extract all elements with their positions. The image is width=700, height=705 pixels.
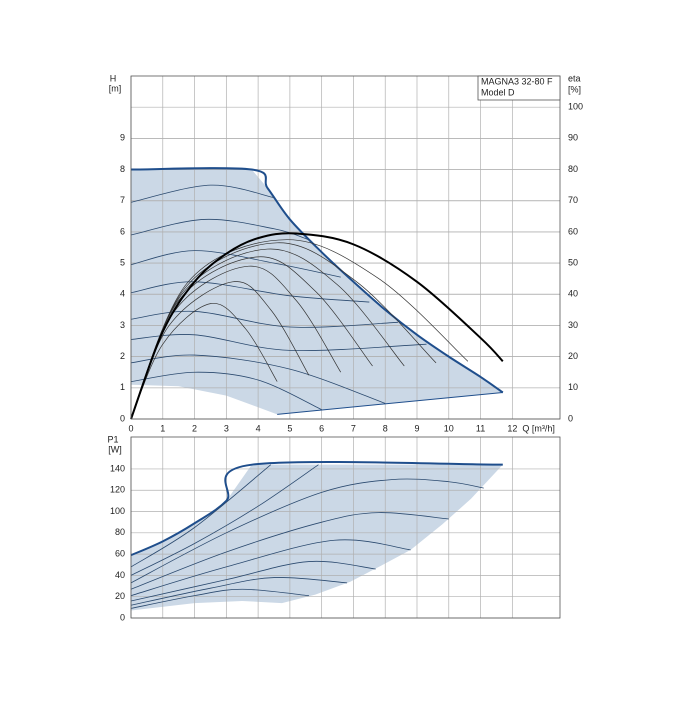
y2-axis-unit: [%] (568, 84, 581, 94)
curve (130, 250, 341, 278)
y-axis-unit: [m] (109, 83, 122, 93)
operating-region (131, 464, 503, 611)
curve (130, 184, 275, 203)
y-tick-label: 1 (120, 382, 125, 392)
legend-text: Model D (481, 87, 515, 97)
y2-tick-label: 50 (568, 257, 578, 267)
y-axis-label: H (110, 73, 117, 83)
y2-tick-label: 20 (568, 351, 578, 361)
y2-tick-label: 70 (568, 195, 578, 205)
curve (130, 577, 348, 606)
y-tick-label: 5 (120, 257, 125, 267)
y-tick-label: 80 (115, 527, 125, 537)
y-tick-label: 0 (120, 612, 125, 622)
curve (130, 478, 484, 584)
y-tick-label: 140 (110, 463, 125, 473)
x-tick-label: 0 (128, 423, 133, 433)
curve (130, 239, 469, 420)
y-axis-label: P1 (107, 434, 118, 444)
x-tick-label: 7 (351, 423, 356, 433)
curve (130, 512, 449, 590)
curve (130, 461, 503, 557)
curve (130, 354, 386, 404)
curve (130, 539, 411, 597)
y-tick-label: 6 (120, 226, 125, 236)
x-tick-label: 10 (444, 423, 454, 433)
x-tick-label: 4 (256, 423, 261, 433)
y-tick-label: 9 (120, 133, 125, 143)
y-tick-label: 120 (110, 485, 125, 495)
y2-tick-label: 10 (568, 382, 578, 392)
y-tick-label: 60 (115, 548, 125, 558)
curve (130, 464, 272, 568)
y-tick-label: 2 (120, 351, 125, 361)
y2-tick-label: 100 (568, 102, 583, 112)
x-tick-label: 12 (507, 423, 517, 433)
curve (130, 588, 309, 609)
y-tick-label: 4 (120, 289, 125, 299)
y2-tick-label: 90 (568, 133, 578, 143)
y2-tick-label: 0 (568, 413, 573, 423)
x-tick-label: 6 (319, 423, 324, 433)
y2-tick-label: 30 (568, 320, 578, 330)
legend-text: MAGNA3 32-80 F (481, 76, 553, 86)
operating-region (131, 169, 503, 415)
y2-tick-label: 60 (568, 226, 578, 236)
x-tick-label: 11 (476, 423, 485, 433)
curve (130, 281, 370, 303)
y-tick-label: 3 (120, 320, 125, 330)
curve (130, 464, 319, 576)
plot-frame (130, 75, 561, 420)
curve (130, 310, 398, 328)
x-tick-label: 9 (414, 423, 419, 433)
plot-frame (130, 436, 561, 619)
x-tick-label: 8 (383, 423, 388, 433)
y2-tick-label: 40 (568, 289, 578, 299)
curve (277, 391, 503, 415)
x-tick-label: 5 (287, 423, 292, 433)
x-tick-label: 3 (224, 423, 229, 433)
curve (130, 167, 504, 394)
curve (130, 232, 504, 420)
x-tick-label: 2 (192, 423, 197, 433)
y2-axis-label: eta (568, 73, 581, 83)
curve (130, 303, 278, 420)
y-tick-label: 8 (120, 164, 125, 174)
y-tick-label: 40 (115, 570, 125, 580)
y-tick-label: 20 (115, 591, 125, 601)
y2-tick-label: 80 (568, 164, 578, 174)
y-tick-label: 0 (120, 413, 125, 423)
curve (130, 371, 322, 411)
x-tick-label: 1 (160, 423, 165, 433)
y-axis-unit: [W] (108, 444, 122, 454)
y-tick-label: 100 (110, 506, 125, 516)
legend-box (477, 75, 561, 101)
y-tick-label: 7 (120, 195, 125, 205)
x-axis-label: Q [m³/h] (522, 423, 555, 433)
curve (130, 560, 376, 602)
